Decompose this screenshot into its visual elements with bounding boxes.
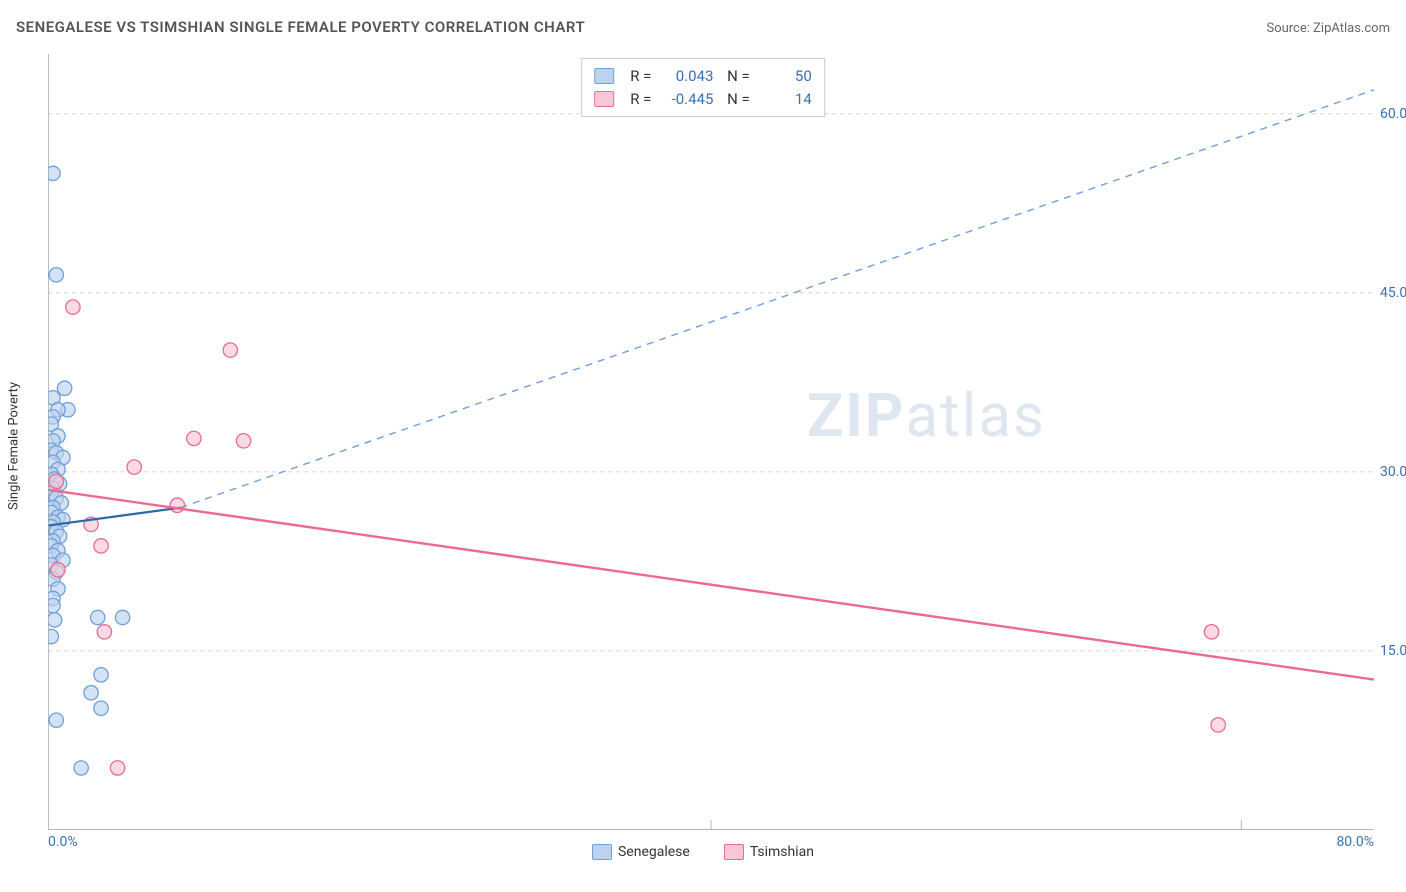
chart-title: SENEGALESE VS TSIMSHIAN SINGLE FEMALE PO… — [16, 18, 585, 36]
n-value-senegalese: 50 — [760, 65, 812, 88]
legend-row-tsimshian: R = -0.445 N = 14 — [594, 88, 812, 111]
y-tick-label: 60.0% — [1380, 106, 1406, 122]
r-value-tsimshian: -0.445 — [661, 88, 713, 111]
title-row: SENEGALESE VS TSIMSHIAN SINGLE FEMALE PO… — [16, 18, 1390, 36]
chart-source: Source: ZipAtlas.com — [1266, 21, 1390, 36]
chart-container: SENEGALESE VS TSIMSHIAN SINGLE FEMALE PO… — [0, 0, 1406, 892]
n-value-tsimshian: 14 — [760, 88, 812, 111]
legend-row-senegalese: R = 0.043 N = 50 — [594, 65, 812, 88]
y-tick-label: 45.0% — [1380, 285, 1406, 301]
series-legend: Senegalese Tsimshian — [0, 844, 1406, 860]
r-value-senegalese: 0.043 — [661, 65, 713, 88]
y-tick-label: 30.0% — [1380, 464, 1406, 480]
swatch-icon — [592, 844, 612, 860]
plot-area: 15.0%30.0%45.0%60.0% — [48, 54, 1374, 830]
y-axis-label: Single Female Poverty — [7, 382, 22, 510]
legend-item-tsimshian: Tsimshian — [724, 844, 814, 860]
scatter-plot-svg — [48, 54, 1374, 830]
swatch-icon — [724, 844, 744, 860]
y-tick-label: 15.0% — [1380, 643, 1406, 659]
correlation-legend: R = 0.043 N = 50 R = -0.445 N = 14 — [581, 58, 825, 117]
swatch-senegalese — [594, 68, 614, 84]
swatch-tsimshian — [594, 91, 614, 107]
legend-item-senegalese: Senegalese — [592, 844, 690, 860]
